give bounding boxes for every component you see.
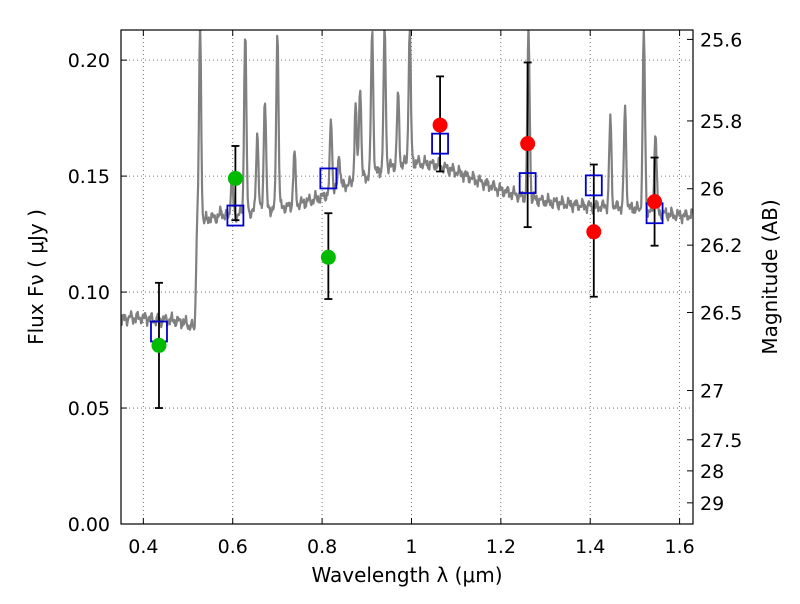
model-square xyxy=(431,132,449,155)
x-tick-label: 0.6 xyxy=(218,536,248,558)
plot-frame xyxy=(120,29,694,525)
observed-point-red xyxy=(586,224,602,240)
x-tick-label: 0.8 xyxy=(307,536,337,558)
error-bars xyxy=(154,61,659,409)
sed-spectrum xyxy=(121,30,693,331)
model-square xyxy=(584,174,603,197)
tick-labels: 0.4 0.6 0.8 1 1.2 1.4 1.6 0.00 0.05 0.10 0.15 0.20 2… xyxy=(68,29,743,558)
axis-ticks xyxy=(121,30,693,525)
model-flux-points xyxy=(150,132,664,343)
observed-flux-points xyxy=(151,117,663,353)
mag-tick-label: 26.5 xyxy=(700,302,742,324)
model-square xyxy=(226,204,245,227)
observed-point-green xyxy=(320,249,336,265)
model-square xyxy=(319,167,338,190)
observed-point-red xyxy=(520,136,536,152)
y2-axis-title: Magnitude (AB) xyxy=(758,199,782,354)
y-tick-label: 0.10 xyxy=(68,282,110,304)
observed-point-red xyxy=(432,117,448,133)
mag-tick-label: 25.8 xyxy=(700,111,742,133)
mag-tick-label: 27 xyxy=(700,381,724,403)
mag-tick-label: 25.6 xyxy=(700,29,742,51)
x-tick-label: 0.4 xyxy=(128,536,158,558)
model-square xyxy=(518,172,537,194)
x-tick-label: 1 xyxy=(405,536,417,558)
x-tick-label: 1.4 xyxy=(575,536,605,558)
mag-tick-label: 29 xyxy=(700,493,724,515)
y-axis-title: Flux Fν ( μJy ) xyxy=(24,209,48,345)
mag-tick-label: 27.5 xyxy=(700,430,742,452)
grid-lines xyxy=(121,30,693,525)
mag-tick-label: 26 xyxy=(700,179,724,201)
observed-point-green xyxy=(227,170,243,186)
x-axis-title: Wavelength λ (μm) xyxy=(311,563,502,587)
observed-point-green xyxy=(151,337,167,353)
x-tick-label: 1.2 xyxy=(486,536,516,558)
x-tick-label: 1.6 xyxy=(664,536,694,558)
mag-tick-label: 28 xyxy=(700,461,724,483)
observed-point-red xyxy=(647,194,663,210)
mag-tick-label: 26.2 xyxy=(700,235,742,257)
sed-line xyxy=(121,30,693,331)
y-tick-label: 0.00 xyxy=(68,514,110,536)
y-tick-label: 0.05 xyxy=(68,398,110,420)
y-tick-label: 0.15 xyxy=(68,166,110,188)
y-tick-label: 0.20 xyxy=(68,50,110,72)
